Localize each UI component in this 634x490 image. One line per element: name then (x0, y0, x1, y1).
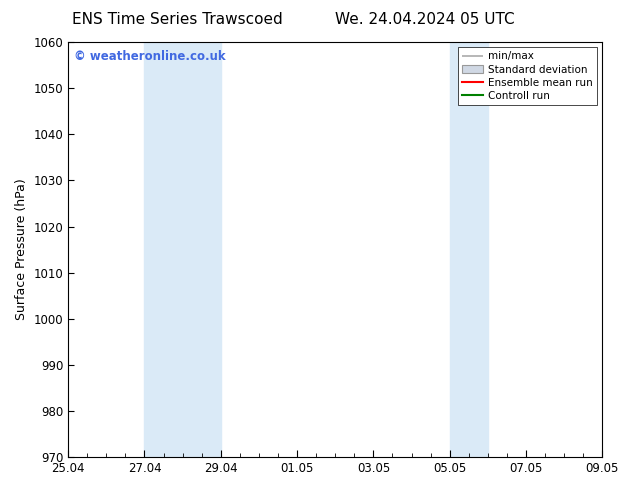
Legend: min/max, Standard deviation, Ensemble mean run, Controll run: min/max, Standard deviation, Ensemble me… (458, 47, 597, 105)
Bar (450, 42, 488, 457)
Text: ENS Time Series Trawscoed: ENS Time Series Trawscoed (72, 12, 283, 27)
Y-axis label: Surface Pressure (hPa): Surface Pressure (hPa) (15, 179, 28, 320)
Bar (145, 42, 221, 457)
Text: © weatheronline.co.uk: © weatheronline.co.uk (74, 50, 225, 63)
Text: We. 24.04.2024 05 UTC: We. 24.04.2024 05 UTC (335, 12, 515, 27)
